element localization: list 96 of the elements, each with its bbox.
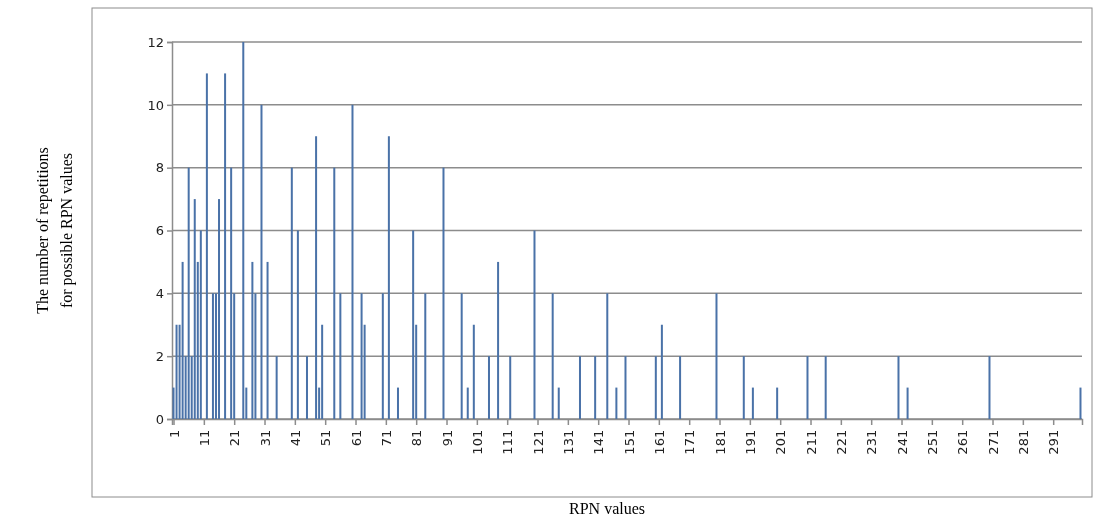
x-tick-label: 151 [621,429,637,455]
x-tick-label: 261 [955,429,971,455]
bar [578,356,581,419]
x-axis-title: RPN values [569,500,645,517]
bar [218,199,221,419]
x-tick-label: 81 [409,429,425,447]
x-tick-label: 181 [712,429,728,455]
bar [654,356,657,419]
x-tick-label: 41 [287,429,303,447]
bar [266,261,269,419]
y-tick-label: 0 [155,411,164,427]
bar [466,387,469,419]
x-tick-label: 51 [318,429,334,447]
x-tick-label: 11 [196,429,212,447]
bar [260,104,263,419]
bar [305,356,308,419]
x-tick-label: 221 [833,429,849,455]
bar [442,167,445,419]
bar [606,293,609,419]
bar [742,356,745,419]
y-tick-label: 12 [147,34,164,50]
bar [472,324,475,419]
bar [251,261,254,419]
bar [424,293,427,419]
x-tick-label: 171 [682,429,698,455]
x-tick-label: 61 [348,429,364,447]
x-tick-label: 91 [439,429,455,447]
y-tick-label: 6 [155,223,164,239]
bar [460,293,463,419]
x-tick-label: 161 [651,429,667,455]
bar [339,293,342,419]
bar [360,293,363,419]
bar [906,387,909,419]
x-tick-label: 251 [924,429,940,455]
x-tick-label: 21 [227,429,243,447]
bar [715,293,718,419]
bar [776,387,779,419]
bar [412,230,415,419]
bar [242,42,245,419]
x-tick-label: 211 [803,429,819,455]
bar [187,167,190,419]
x-tick-label: 141 [591,429,607,455]
y-axis-title: The number of repetitions for possible RPN values [34,147,76,314]
bar [487,356,490,419]
bar [315,136,318,419]
bar [551,293,554,419]
y-tick-label: 10 [147,97,164,113]
bar [509,356,512,419]
bar [381,293,384,419]
x-tick-label: 101 [469,429,485,455]
bar [1079,387,1082,419]
bar [175,324,178,419]
x-tick-label: 231 [864,429,880,455]
bar [751,387,754,419]
bar [193,199,196,419]
x-tick-label: 111 [500,429,516,455]
bar [199,230,202,419]
bar [230,167,233,419]
bar [824,356,827,419]
y-tick-label: 4 [155,285,164,301]
bar [296,230,299,419]
x-tick-label: 291 [1046,429,1062,455]
bar [660,324,663,419]
bar [205,73,208,419]
x-tick-label: 271 [985,429,1001,455]
x-tick-label: 201 [773,429,789,455]
bar [624,356,627,419]
x-tick-label: 71 [378,429,394,447]
y-tick-label: 2 [155,348,164,364]
bar [594,356,597,419]
bar [387,136,390,419]
bar [557,387,560,419]
bar [333,167,336,419]
bar [181,261,184,419]
bar [275,356,278,419]
y-tick-label: 8 [155,160,164,176]
bar [806,356,809,419]
x-tick-label: 31 [257,429,273,447]
bar [211,293,214,419]
x-tick-label: 191 [742,429,758,455]
x-tick-label: 131 [560,429,576,455]
bar [679,356,682,419]
bar [897,356,900,419]
x-tick-label: 281 [1015,429,1031,455]
x-tick-label: 1 [166,429,182,439]
bar [988,356,991,419]
bar [321,324,324,419]
bar [533,230,536,419]
bar [224,73,227,419]
bar [497,261,500,419]
bar [396,387,399,419]
bar [615,387,618,419]
bar [290,167,293,419]
bar [351,104,354,419]
x-tick-label: 121 [530,429,546,455]
x-tick-label: 241 [894,429,910,455]
